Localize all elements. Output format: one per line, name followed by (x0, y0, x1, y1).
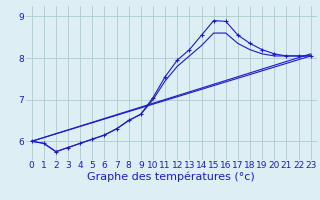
X-axis label: Graphe des températures (°c): Graphe des températures (°c) (87, 172, 255, 182)
